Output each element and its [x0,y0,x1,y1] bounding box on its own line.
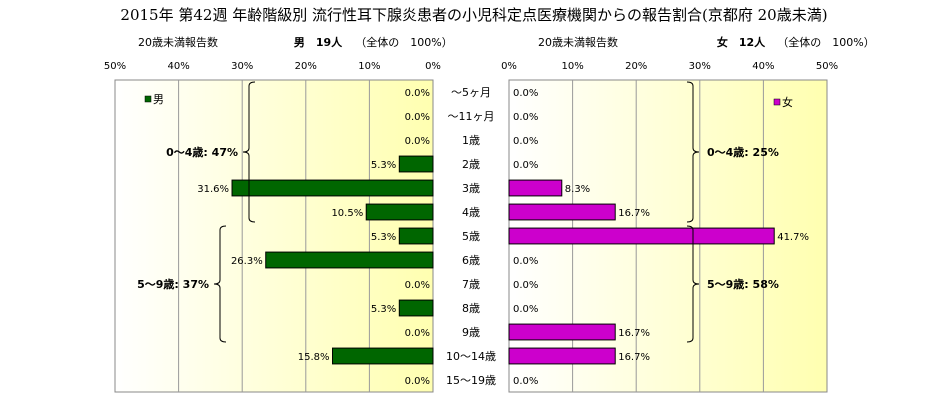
category-label: 6歳 [462,254,480,267]
x-tick-label: 0% [425,61,441,72]
x-tick-label: 10% [358,61,380,72]
female-legend-label: 女 [782,95,793,109]
x-tick-label: 50% [104,61,126,72]
male-legend-swatch [144,95,152,103]
female-data-label: 0.0% [513,280,538,291]
female-bar [508,323,616,341]
x-tick-label: 0% [501,61,517,72]
category-label: 9歳 [462,326,480,339]
x-tick-label: 40% [167,61,189,72]
male-data-label: 5.3% [371,160,396,171]
female-group-brace [686,81,700,223]
male-data-label: 0.0% [405,112,430,123]
female-header-total: 女 12人 [717,35,766,49]
male-data-label: 5.3% [371,232,396,243]
female-data-label: 0.0% [513,304,538,315]
category-label: 5歳 [462,230,480,243]
x-tick-label: 30% [689,61,711,72]
male-bar [365,203,434,221]
female-data-label: 0.0% [513,112,538,123]
male-data-label: 10.5% [331,208,363,219]
category-label: 7歳 [462,278,480,291]
male-bar [332,347,434,365]
x-tick-label: 40% [752,61,774,72]
female-data-label: 0.0% [513,160,538,171]
category-label: ～11ヶ月 [448,110,495,123]
female-bar [508,179,563,197]
x-tick-label: 50% [816,61,838,72]
female-header-left: 20歳未満報告数 [538,36,618,49]
female-bar [508,227,775,245]
male-data-label: 5.3% [371,304,396,315]
male-header-note: （全体の 100%） [355,35,452,49]
male-plot-area [114,79,434,393]
category-label: 4歳 [462,206,480,219]
x-tick-label: 10% [561,61,583,72]
male-bar [398,299,434,317]
female-group-brace [686,225,700,343]
female-data-label: 0.0% [513,376,538,387]
male-data-label: 0.0% [405,376,430,387]
male-data-label: 0.0% [405,328,430,339]
female-data-label: 41.7% [777,232,809,243]
female-data-label: 0.0% [513,256,538,267]
female-group-label: 5～9歳: 58% [707,277,779,291]
male-data-label: 31.6% [197,184,229,195]
male-data-label: 26.3% [231,256,263,267]
male-data-label: 0.0% [405,136,430,147]
male-data-label: 0.0% [405,280,430,291]
category-label: ～5ヶ月 [451,86,491,99]
female-bar [508,347,616,365]
male-legend-label: 男 [153,93,164,106]
male-bar [265,251,434,269]
male-header-left: 20歳未満報告数 [138,36,218,49]
category-label: 2歳 [462,158,480,171]
female-data-label: 16.7% [618,352,650,363]
female-legend-swatch [773,98,781,106]
male-group-brace [242,81,256,223]
female-bar [508,203,616,221]
category-label: 10～14歳 [446,350,496,363]
male-bar [398,155,434,173]
chart-title: 2015年 第42週 年齢階級別 流行性耳下腺炎患者の小児科定点医療機関からの報… [120,6,827,24]
male-data-label: 15.8% [298,352,330,363]
category-label: 15～19歳 [446,374,496,387]
male-header-total: 男 19人 [294,35,343,49]
female-group-label: 0～4歳: 25% [707,145,779,159]
male-group-brace [213,225,227,343]
category-label: 3歳 [462,182,480,195]
male-group-label: 5～9歳: 37% [137,277,209,291]
x-tick-label: 20% [295,61,317,72]
category-label: 1歳 [462,134,480,147]
category-label: 8歳 [462,302,480,315]
female-data-label: 0.0% [513,136,538,147]
female-data-label: 8.3% [565,184,590,195]
male-data-label: 0.0% [405,88,430,99]
female-data-label: 16.7% [618,208,650,219]
male-group-label: 0～4歳: 47% [166,145,238,159]
female-data-label: 0.0% [513,88,538,99]
female-header-note: （全体の 100%） [777,35,874,49]
x-tick-label: 30% [231,61,253,72]
male-bar [398,227,434,245]
female-data-label: 16.7% [618,328,650,339]
x-tick-label: 20% [625,61,647,72]
male-bar [231,179,434,197]
